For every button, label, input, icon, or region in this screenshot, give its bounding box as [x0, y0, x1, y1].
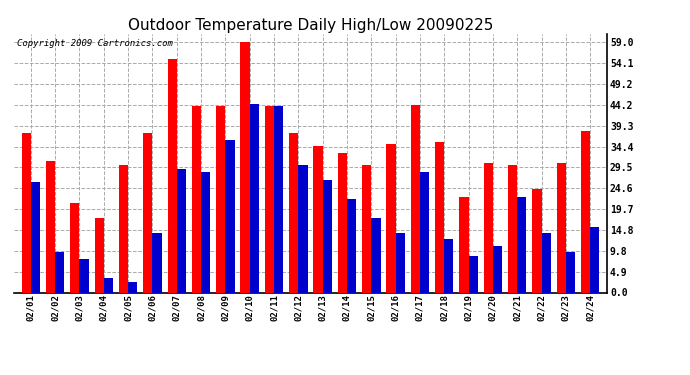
- Bar: [395, 233, 405, 292]
- Bar: [362, 165, 371, 292]
- Bar: [177, 170, 186, 292]
- Bar: [216, 106, 226, 292]
- Bar: [460, 197, 469, 292]
- Bar: [371, 218, 381, 292]
- Bar: [484, 163, 493, 292]
- Bar: [420, 172, 429, 292]
- Title: Outdoor Temperature Daily High/Low 20090225: Outdoor Temperature Daily High/Low 20090…: [128, 18, 493, 33]
- Bar: [347, 199, 356, 292]
- Bar: [46, 161, 55, 292]
- Bar: [192, 106, 201, 292]
- Bar: [386, 144, 395, 292]
- Bar: [250, 104, 259, 292]
- Bar: [435, 142, 444, 292]
- Bar: [104, 278, 113, 292]
- Bar: [168, 59, 177, 292]
- Bar: [201, 172, 210, 292]
- Bar: [469, 256, 477, 292]
- Bar: [240, 42, 250, 292]
- Bar: [298, 165, 308, 292]
- Bar: [532, 189, 542, 292]
- Bar: [566, 252, 575, 292]
- Bar: [518, 197, 526, 292]
- Bar: [119, 165, 128, 292]
- Bar: [31, 182, 40, 292]
- Bar: [581, 131, 590, 292]
- Bar: [337, 153, 347, 292]
- Bar: [557, 163, 566, 292]
- Bar: [411, 105, 420, 292]
- Bar: [226, 140, 235, 292]
- Bar: [313, 146, 323, 292]
- Bar: [128, 282, 137, 292]
- Bar: [542, 233, 551, 292]
- Bar: [144, 134, 152, 292]
- Bar: [79, 259, 89, 292]
- Bar: [70, 203, 79, 292]
- Bar: [508, 165, 518, 292]
- Bar: [289, 134, 298, 292]
- Bar: [274, 106, 284, 292]
- Bar: [55, 252, 64, 292]
- Bar: [590, 227, 600, 292]
- Bar: [95, 218, 103, 292]
- Bar: [265, 106, 274, 292]
- Bar: [21, 134, 31, 292]
- Bar: [444, 240, 453, 292]
- Bar: [493, 246, 502, 292]
- Bar: [152, 233, 161, 292]
- Text: Copyright 2009 Cartronics.com: Copyright 2009 Cartronics.com: [17, 39, 172, 48]
- Bar: [323, 180, 332, 292]
